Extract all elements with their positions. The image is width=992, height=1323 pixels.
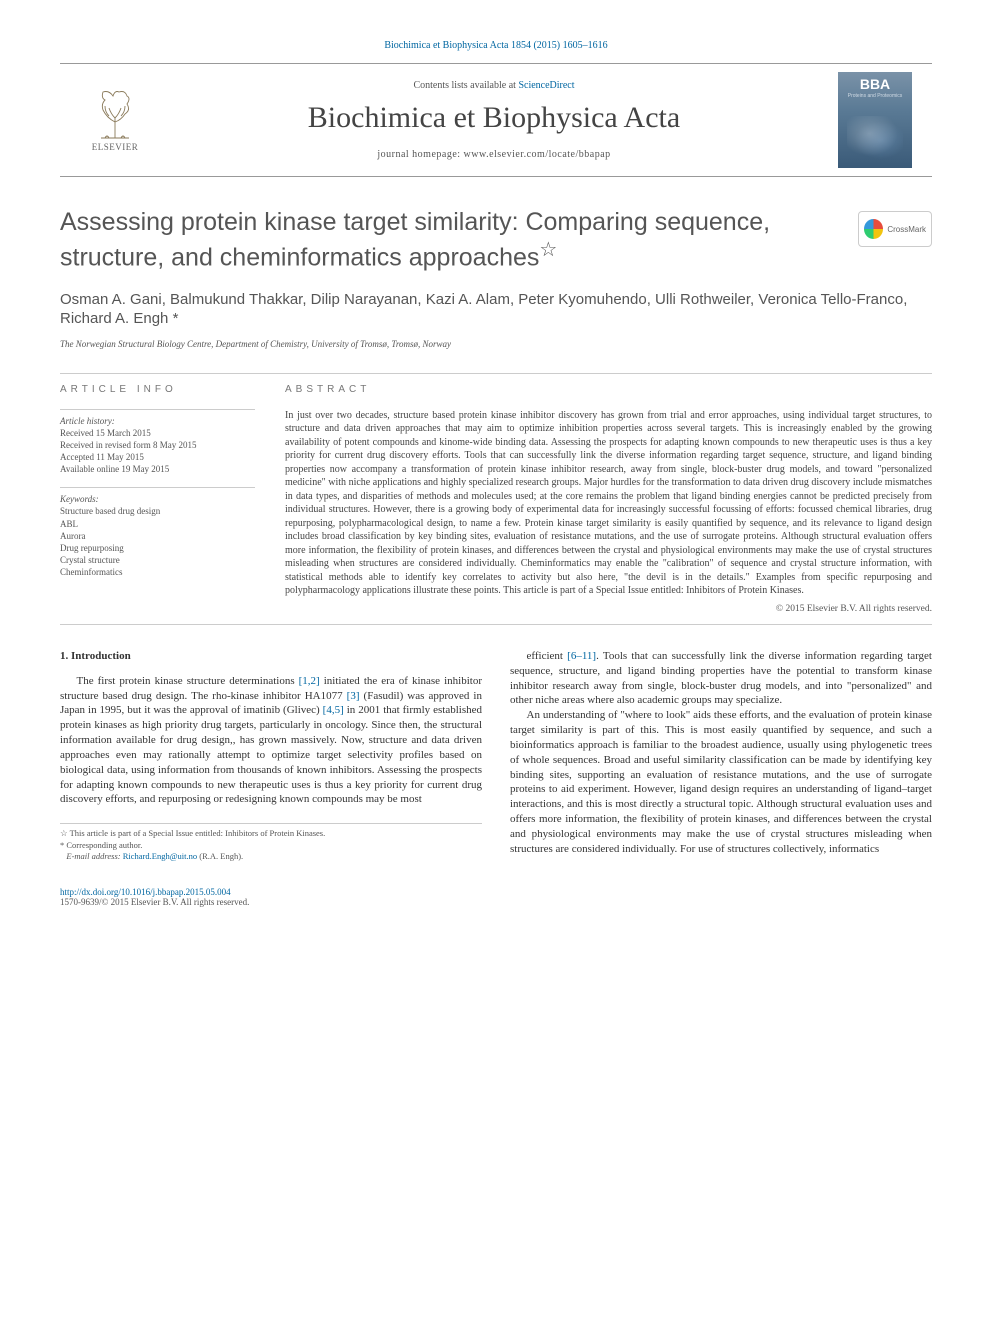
homepage-prefix: journal homepage: bbox=[377, 149, 463, 160]
divider-bottom bbox=[60, 624, 932, 625]
running-head: Biochimica et Biophysica Acta 1854 (2015… bbox=[60, 40, 932, 51]
info-abstract-row: article info Article history: Received 1… bbox=[60, 384, 932, 614]
homepage-url: www.elsevier.com/locate/bbapap bbox=[464, 149, 611, 160]
page-footer: http://dx.doi.org/10.1016/j.bbapap.2015.… bbox=[60, 887, 932, 907]
crossmark-badge[interactable]: CrossMark bbox=[858, 211, 932, 247]
cover-abbrev: BBA bbox=[860, 76, 890, 92]
abstract-column: abstract In just over two decades, struc… bbox=[285, 384, 932, 614]
body-text: The first protein kinase structure deter… bbox=[77, 675, 299, 687]
abstract-heading: abstract bbox=[285, 384, 932, 395]
page-container: Biochimica et Biophysica Acta 1854 (2015… bbox=[0, 0, 992, 937]
journal-title: Biochimica et Biophysica Acta bbox=[150, 101, 838, 135]
keyword-0: Structure based drug design bbox=[60, 505, 255, 517]
cover-subtitle: Proteins and Proteomics bbox=[848, 93, 902, 99]
ref-link-4-5[interactable]: [4,5] bbox=[323, 704, 344, 716]
journal-cover-thumbnail: BBA Proteins and Proteomics bbox=[838, 72, 912, 168]
body-column-right: efficient [6–11]. Tools that can success… bbox=[510, 649, 932, 863]
body-para-1: The first protein kinase structure deter… bbox=[60, 674, 482, 808]
running-head-link[interactable]: Biochimica et Biophysica Acta 1854 (2015… bbox=[384, 40, 607, 51]
footnote-special-issue: ☆ This article is part of a Special Issu… bbox=[60, 828, 482, 839]
keywords-block: Keywords: Structure based drug design AB… bbox=[60, 487, 255, 578]
footnote-email: E-mail address: Richard.Engh@uit.no (R.A… bbox=[60, 851, 482, 862]
publisher-logo: ELSEVIER bbox=[80, 88, 150, 152]
issn-copyright: 1570-9639/© 2015 Elsevier B.V. All right… bbox=[60, 897, 932, 907]
crossmark-label: CrossMark bbox=[887, 225, 926, 234]
article-info-column: article info Article history: Received 1… bbox=[60, 384, 255, 614]
masthead-center: Contents lists available at ScienceDirec… bbox=[150, 80, 838, 160]
divider-top bbox=[60, 373, 932, 374]
ref-link-3[interactable]: [3] bbox=[347, 690, 360, 702]
contents-line: Contents lists available at ScienceDirec… bbox=[150, 80, 838, 91]
doi-link[interactable]: http://dx.doi.org/10.1016/j.bbapap.2015.… bbox=[60, 887, 231, 897]
history-block: Article history: Received 15 March 2015 … bbox=[60, 409, 255, 476]
crossmark-icon bbox=[864, 219, 883, 239]
email-label: E-mail address: bbox=[66, 851, 122, 861]
body-para-3: An understanding of "where to look" aids… bbox=[510, 708, 932, 856]
body-para-2: efficient [6–11]. Tools that can success… bbox=[510, 649, 932, 708]
article-title: Assessing protein kinase target similari… bbox=[60, 207, 932, 274]
keyword-3: Drug repurposing bbox=[60, 542, 255, 554]
history-accepted: Accepted 11 May 2015 bbox=[60, 451, 255, 463]
email-link[interactable]: Richard.Engh@uit.no bbox=[123, 851, 197, 861]
masthead: ELSEVIER Contents lists available at Sci… bbox=[60, 63, 932, 177]
footnote-2-text: Corresponding author. bbox=[64, 840, 142, 850]
elsevier-tree-icon bbox=[91, 88, 139, 140]
keyword-4: Crystal structure bbox=[60, 554, 255, 566]
article-header: CrossMark Assessing protein kinase targe… bbox=[60, 207, 932, 349]
affiliation: The Norwegian Structural Biology Centre,… bbox=[60, 339, 932, 349]
sciencedirect-link[interactable]: ScienceDirect bbox=[518, 80, 574, 91]
footnote-marker-star: ☆ bbox=[60, 828, 68, 838]
history-online: Available online 19 May 2015 bbox=[60, 463, 255, 475]
body-text: efficient bbox=[527, 650, 568, 662]
contents-prefix: Contents lists available at bbox=[413, 80, 518, 91]
keyword-5: Cheminformatics bbox=[60, 566, 255, 578]
ref-link-1-2[interactable]: [1,2] bbox=[299, 675, 320, 687]
keywords-label: Keywords: bbox=[60, 494, 255, 504]
history-label: Article history: bbox=[60, 416, 255, 426]
author-list: Osman A. Gani, Balmukund Thakkar, Dilip … bbox=[60, 290, 932, 329]
article-info-heading: article info bbox=[60, 384, 255, 395]
footnote-1-text: This article is part of a Special Issue … bbox=[68, 828, 326, 838]
publisher-name: ELSEVIER bbox=[92, 142, 139, 152]
keyword-1: ABL bbox=[60, 518, 255, 530]
section-1-heading: 1. Introduction bbox=[60, 649, 482, 664]
body-columns: 1. Introduction The first protein kinase… bbox=[60, 649, 932, 863]
history-received: Received 15 March 2015 bbox=[60, 427, 255, 439]
email-suffix: (R.A. Engh). bbox=[197, 851, 243, 861]
cover-art-icon bbox=[847, 116, 903, 160]
footnote-corresponding: * Corresponding author. bbox=[60, 840, 482, 851]
keyword-2: Aurora bbox=[60, 530, 255, 542]
history-revised: Received in revised form 8 May 2015 bbox=[60, 439, 255, 451]
abstract-copyright: © 2015 Elsevier B.V. All rights reserved… bbox=[285, 604, 932, 614]
title-note-marker: ☆ bbox=[539, 239, 557, 261]
abstract-text: In just over two decades, structure base… bbox=[285, 409, 932, 598]
body-column-left: 1. Introduction The first protein kinase… bbox=[60, 649, 482, 863]
journal-homepage: journal homepage: www.elsevier.com/locat… bbox=[150, 149, 838, 160]
ref-link-6-11[interactable]: [6–11] bbox=[567, 650, 596, 662]
article-title-text: Assessing protein kinase target similari… bbox=[60, 208, 770, 272]
footnotes: ☆ This article is part of a Special Issu… bbox=[60, 823, 482, 862]
body-text: in 2001 that firmly established protein … bbox=[60, 704, 482, 805]
